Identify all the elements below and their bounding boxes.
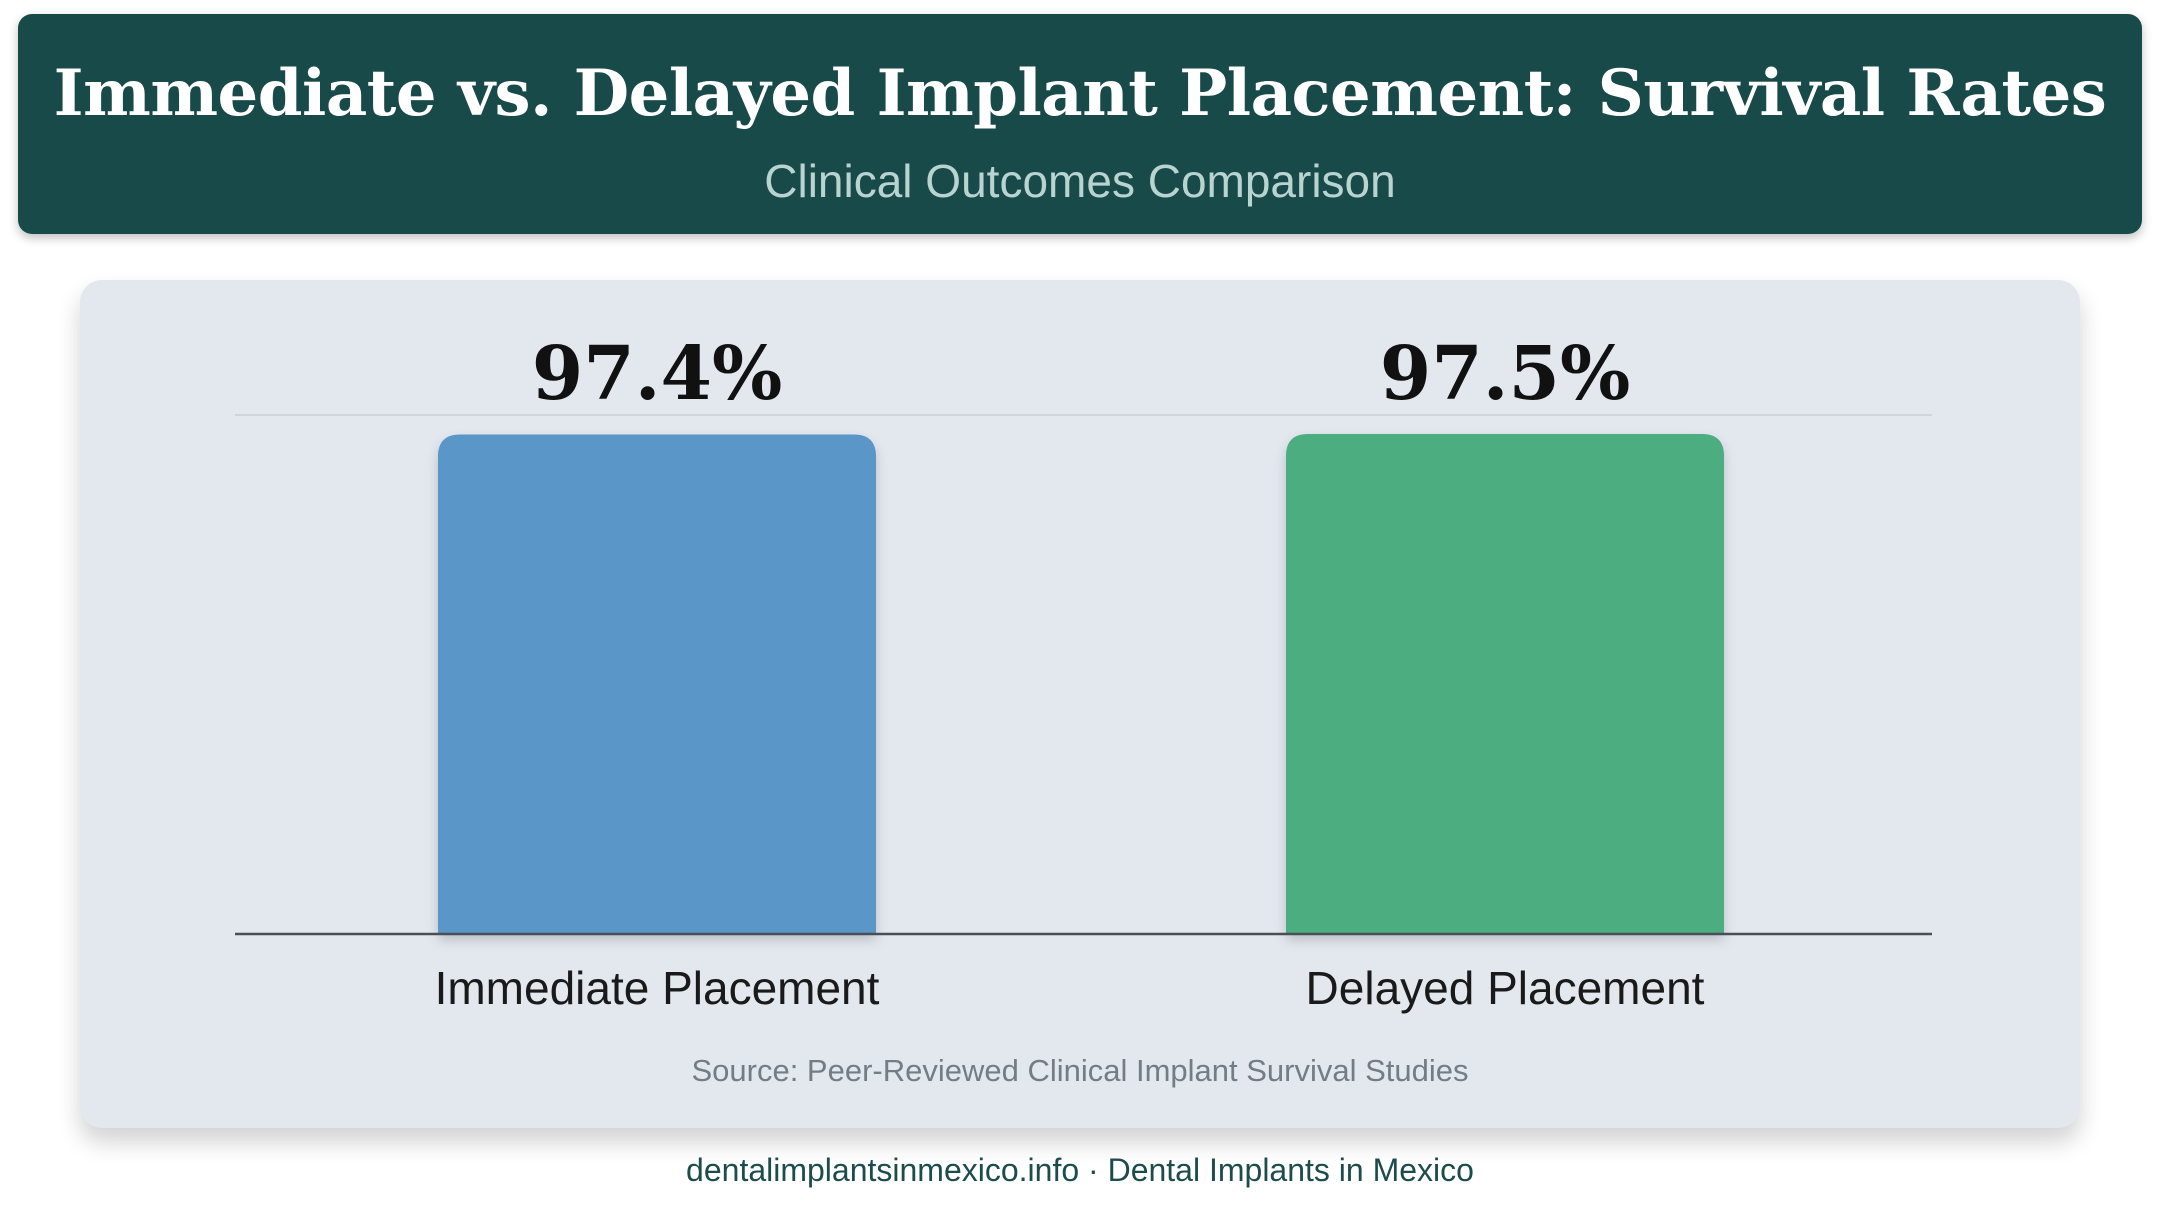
data-label-delayed: 97.5%: [1380, 331, 1631, 417]
data-label-immediate: 97.4%: [532, 331, 783, 417]
header-banner: Immediate vs. Delayed Implant Placement:…: [18, 14, 2142, 234]
chart-title: Immediate vs. Delayed Implant Placement:…: [53, 56, 2107, 131]
bar-immediate-placement: [438, 434, 876, 934]
source-note: Source: Peer-Reviewed Clinical Implant S…: [691, 1053, 1469, 1088]
bar-delayed-placement: [1286, 434, 1724, 934]
chart-subtitle: Clinical Outcomes Comparison: [764, 155, 1396, 207]
bar-chart: 97.4% Immediate Placement 97.5% Delayed Pla…: [235, 331, 1932, 1014]
chart-panel: 97.4% Immediate Placement 97.5% Delayed Pla…: [80, 280, 2080, 1128]
category-label-immediate: Immediate Placement: [435, 962, 880, 1014]
category-label-delayed: Delayed Placement: [1306, 962, 1705, 1014]
site-footer: dentalimplantsinmexico.info · Dental Imp…: [686, 1152, 1474, 1188]
